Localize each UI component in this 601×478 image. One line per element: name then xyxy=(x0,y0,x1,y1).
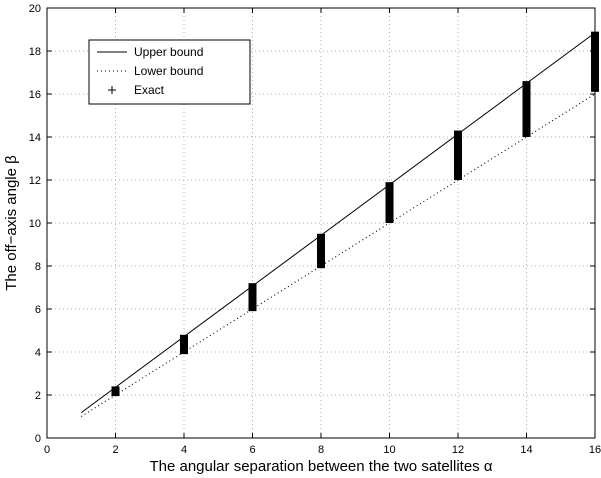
y-tick-label: 10 xyxy=(29,218,41,230)
axis-ticks xyxy=(46,7,596,439)
exact-point-cluster xyxy=(385,182,394,223)
y-tick-label: 2 xyxy=(35,390,41,402)
x-tick-label: 16 xyxy=(589,444,601,456)
legend-label: Lower bound xyxy=(134,64,203,78)
exact-point-cluster xyxy=(111,386,120,397)
y-tick-label: 12 xyxy=(29,175,41,187)
y-tick-label: 16 xyxy=(29,89,41,101)
x-tick-label: 2 xyxy=(112,444,118,456)
legend-label: Upper bound xyxy=(134,45,203,59)
x-tick-label: 6 xyxy=(249,444,255,456)
y-tick-label: 0 xyxy=(35,433,41,445)
grid-lines xyxy=(47,8,595,438)
tick-labels: 0 2 4 6 8 10 12 14 16 0 2 4 6 8 10 12 14 16 18 20 xyxy=(29,3,601,456)
y-tick-label: 18 xyxy=(29,46,41,58)
legend-label: Exact xyxy=(134,83,165,97)
y-tick-label: 14 xyxy=(29,132,41,144)
x-tick-label: 10 xyxy=(383,444,395,456)
exact-point-cluster xyxy=(317,233,325,269)
y-axis-label: The off−axis angle β xyxy=(3,155,20,291)
x-tick-label: 0 xyxy=(44,444,50,456)
x-tick-label: 12 xyxy=(452,444,464,456)
x-tick-label: 4 xyxy=(181,444,187,456)
y-tick-label: 20 xyxy=(29,3,41,15)
legend-box xyxy=(88,39,251,105)
exact-point-cluster xyxy=(248,283,257,312)
exact-point-cluster xyxy=(180,334,188,355)
x-tick-label: 14 xyxy=(520,444,532,456)
exact-point-cluster xyxy=(454,130,462,180)
exact-point-cluster xyxy=(522,81,531,137)
y-tick-label: 4 xyxy=(35,347,41,359)
upper-bound-line xyxy=(80,32,596,414)
legend: Upper bound Lower bound Exact xyxy=(88,39,251,105)
x-tick-label: 8 xyxy=(318,444,324,456)
y-tick-label: 6 xyxy=(35,304,41,316)
x-axis-label: The angular separation between the two s… xyxy=(149,458,492,475)
y-tick-label: 8 xyxy=(35,261,41,273)
